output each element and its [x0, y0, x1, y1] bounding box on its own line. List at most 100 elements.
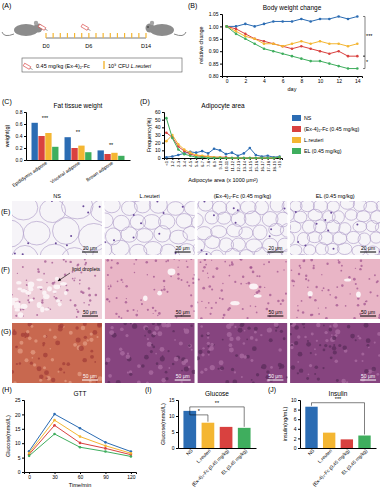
data-point [263, 23, 266, 26]
mouse-part [150, 21, 154, 25]
micrograph-texture [227, 332, 232, 337]
axis: NSL.reuteri(Ex-4)₂-Fc (0.45 mg/kg)EL (0.… [179, 448, 257, 487]
tick: EL (0.45 mg/kg) [341, 448, 369, 476]
significance: * [366, 59, 369, 65]
micrograph-texture [200, 317, 203, 319]
tick-label: 25 [15, 397, 21, 403]
gavage-tick [88, 33, 89, 38]
micrograph-texture [357, 297, 359, 299]
data-point [263, 40, 266, 43]
micrograph-texture [301, 300, 303, 302]
micrograph-texture [46, 377, 48, 379]
micrograph-texture [290, 259, 380, 319]
micrograph-texture [106, 259, 109, 262]
tick-label: L.reuteri [196, 448, 212, 464]
micrograph-texture [174, 339, 176, 341]
micrograph-texture [355, 359, 358, 362]
tick-mark [162, 127, 164, 128]
micrograph-texture [123, 323, 126, 325]
tick-label: 1.00 [209, 24, 219, 30]
micrograph-texture [69, 331, 73, 335]
micrograph-texture [73, 343, 77, 347]
gavage-tick [103, 33, 104, 38]
micrograph-texture [205, 236, 220, 249]
micrograph-texture [12, 370, 14, 374]
micrograph-texture [197, 213, 203, 227]
micrograph-texture [368, 347, 370, 349]
micrograph-texture [207, 337, 209, 339]
tick-label: 0.6 [16, 121, 23, 127]
data-point [337, 65, 340, 68]
syringe-icon [38, 24, 48, 32]
significance: ** [76, 129, 81, 135]
micrograph-texture [13, 381, 16, 383]
micrograph-texture [228, 307, 230, 309]
micrograph-texture [158, 312, 161, 315]
micrograph-texture [75, 326, 78, 329]
bar [183, 411, 196, 448]
micrograph-texture [332, 211, 344, 224]
micrograph-texture [117, 280, 119, 282]
micrograph-texture [379, 251, 380, 253]
series-line [166, 148, 279, 157]
tick: Brown adipose [85, 160, 114, 183]
micrograph-texture [141, 364, 145, 368]
tick-label: 10 [169, 413, 175, 419]
micrograph-texture [111, 240, 129, 255]
tick-mark [22, 429, 24, 430]
micrograph-texture [275, 330, 277, 332]
significance: ** [109, 142, 114, 148]
micrograph-texture [137, 380, 141, 383]
micrograph-texture [264, 287, 265, 288]
micrograph-texture [52, 282, 55, 285]
micrograph-texture [130, 323, 132, 324]
tick-label: >19 [277, 160, 282, 168]
scale-bar-label: 50 μm [268, 309, 282, 315]
tick-label: 0.95 [209, 36, 219, 42]
micrograph-texture [308, 291, 313, 296]
micrograph-texture [167, 350, 169, 352]
data-point [319, 60, 322, 63]
micrograph-texture [135, 259, 137, 261]
micrograph-texture [167, 260, 169, 262]
micrograph-texture [318, 313, 320, 315]
micrograph-texture [207, 332, 210, 335]
tick-label: 9-10 [218, 160, 223, 169]
micrograph-texture [192, 282, 194, 284]
tick-label: 10 [155, 147, 161, 153]
micrograph-texture [133, 214, 135, 216]
bar [65, 137, 71, 160]
gavage-tick [110, 33, 111, 38]
micrograph-texture [297, 241, 299, 243]
micrograph-texture [208, 285, 211, 288]
series-line [29, 420, 131, 453]
micrograph-texture [298, 352, 303, 357]
micrograph-texture [316, 243, 329, 255]
micrograph-texture [202, 347, 204, 349]
micrograph-texture [140, 222, 142, 224]
data-point [53, 424, 56, 427]
scale-bar-label: 50 μm [268, 373, 282, 379]
micrograph-texture [105, 241, 112, 255]
tick-label: 1-2 [170, 160, 175, 167]
micrograph-texture [99, 206, 101, 208]
data-point [104, 441, 107, 444]
gavage-tick [60, 33, 61, 38]
micrograph-texture [127, 372, 129, 374]
tick-label: NS [185, 448, 193, 456]
data-point [272, 42, 275, 45]
panel-label: (G) [1, 328, 11, 336]
micrograph-texture [283, 337, 286, 340]
micrograph-texture [204, 368, 207, 371]
tick: 8 [300, 76, 303, 84]
scale-bar-label: 50 μm [361, 309, 375, 315]
micrograph-texture [94, 361, 96, 363]
micrograph-texture [65, 261, 67, 263]
tick-mark [22, 414, 24, 415]
mouse-part [2, 32, 14, 36]
data-point [253, 42, 256, 45]
micrograph-texture [121, 317, 123, 319]
chart: Epididymis adiposeVisceral adiposeBrown … [4, 102, 131, 188]
micrograph-texture [302, 323, 305, 326]
micrograph-texture [329, 328, 333, 332]
